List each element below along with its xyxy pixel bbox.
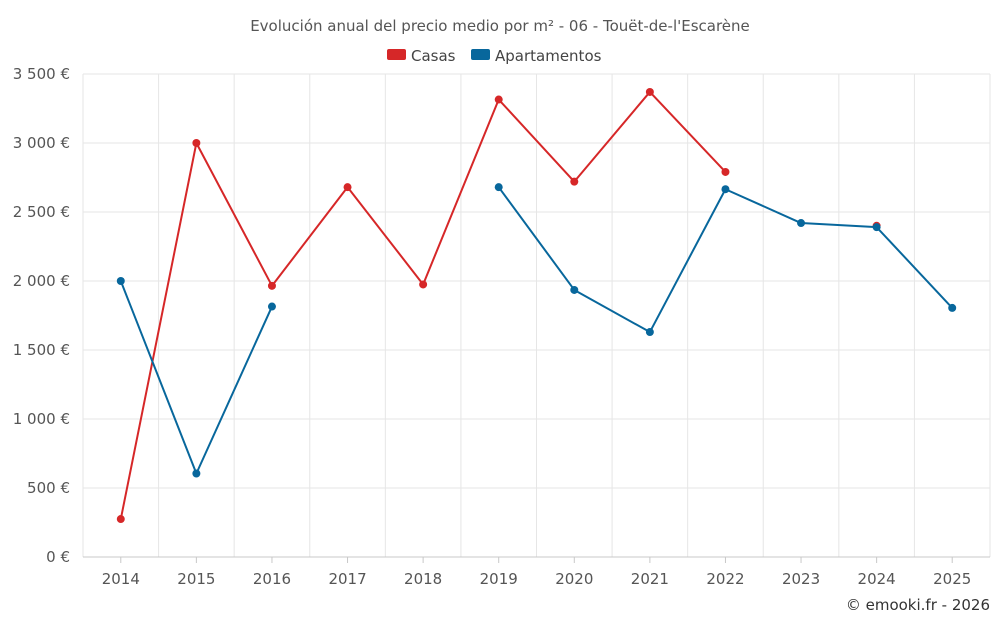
data-point-apartamentos[interactable] — [570, 285, 579, 294]
x-tick-label: 2019 — [480, 570, 518, 588]
y-tick-label: 0 € — [46, 548, 70, 566]
chart-title: Evolución anual del precio medio por m² … — [250, 17, 750, 35]
y-tick-label: 3 500 € — [13, 65, 70, 83]
y-tick-label: 3 000 € — [13, 134, 70, 152]
x-tick-label: 2015 — [177, 570, 215, 588]
data-point-casas[interactable] — [343, 183, 352, 192]
legend-swatch-casas — [387, 49, 406, 60]
data-point-apartamentos[interactable] — [948, 303, 957, 312]
grid — [82, 73, 991, 557]
data-point-casas[interactable] — [419, 280, 428, 289]
series-casas — [116, 87, 881, 524]
legend-label-casas: Casas — [411, 47, 456, 65]
y-tick-label: 2 000 € — [13, 272, 70, 290]
series-line-apartamentos — [119, 280, 273, 475]
legend-swatch-apartamentos — [471, 49, 490, 60]
data-point-apartamentos[interactable] — [192, 469, 201, 478]
legend: Casas Apartamentos — [387, 47, 602, 65]
x-tick-label: 2023 — [782, 570, 820, 588]
data-point-casas[interactable] — [116, 515, 125, 524]
x-tick-label: 2025 — [933, 570, 971, 588]
series-line-apartamentos — [497, 186, 953, 334]
series-apartamentos — [116, 183, 957, 478]
y-tick-label: 2 500 € — [13, 203, 70, 221]
x-tick-label: 2014 — [102, 570, 140, 588]
y-tick-label: 500 € — [27, 479, 70, 497]
series-line-casas — [119, 90, 727, 520]
data-point-casas[interactable] — [192, 139, 201, 147]
data-point-casas[interactable] — [645, 87, 654, 96]
data-point-casas[interactable] — [721, 167, 730, 176]
data-point-apartamentos[interactable] — [797, 219, 806, 228]
legend-label-apartamentos: Apartamentos — [495, 47, 602, 65]
x-tick-label: 2016 — [253, 570, 291, 588]
x-tick-label: 2018 — [404, 570, 442, 588]
credit-text: © emooki.fr - 2026 — [846, 596, 990, 614]
axes: 0 € 500 € 1 000 € 1 500 € 2 000 € 2 500 € 3 00… — [13, 65, 990, 588]
y-tick-label: 1 000 € — [13, 410, 70, 428]
data-point-apartamentos[interactable] — [721, 185, 730, 194]
data-point-apartamentos[interactable] — [645, 328, 654, 337]
data-point-casas[interactable] — [494, 95, 503, 104]
data-point-apartamentos[interactable] — [116, 277, 125, 285]
data-point-casas[interactable] — [570, 177, 579, 186]
x-tick-label: 2020 — [555, 570, 593, 588]
data-point-apartamentos[interactable] — [267, 302, 276, 311]
x-tick-label: 2024 — [858, 570, 896, 588]
data-point-apartamentos[interactable] — [872, 223, 881, 232]
x-tick-label: 2022 — [706, 570, 744, 588]
legend-item-casas[interactable]: Casas — [387, 47, 456, 65]
x-tick-label: 2017 — [328, 570, 366, 588]
y-tick-label: 1 500 € — [13, 341, 70, 359]
x-tick-label: 2021 — [631, 570, 669, 588]
legend-item-apartamentos[interactable]: Apartamentos — [471, 47, 602, 65]
data-point-casas[interactable] — [267, 281, 276, 290]
data-point-apartamentos[interactable] — [494, 183, 503, 192]
series — [116, 87, 957, 524]
